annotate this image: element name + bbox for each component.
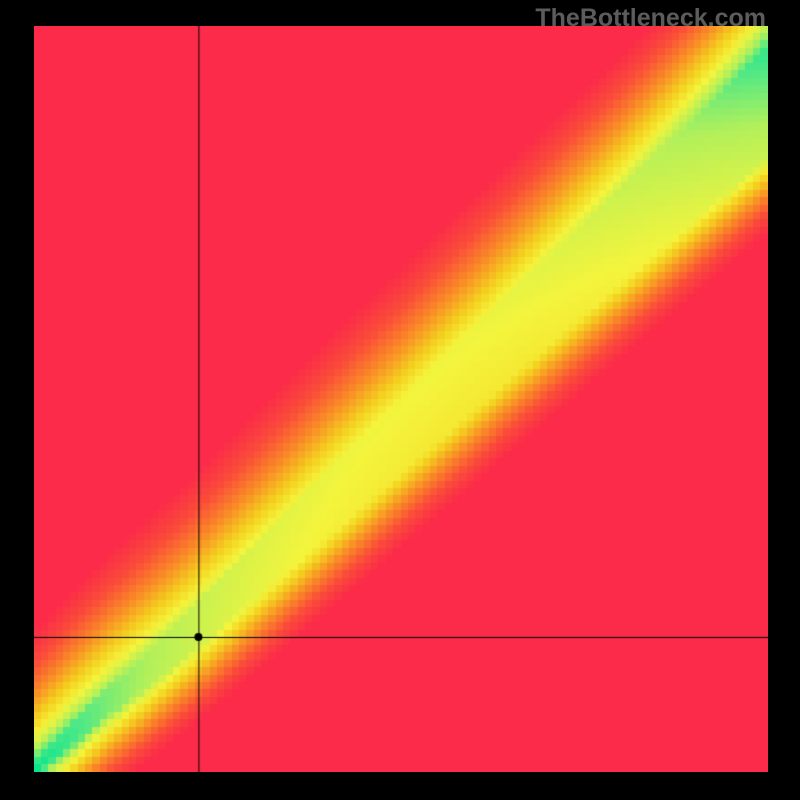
bottleneck-heatmap [34, 26, 768, 772]
watermark-text: TheBottleneck.com [535, 4, 766, 33]
chart-container: TheBottleneck.com [0, 0, 800, 800]
